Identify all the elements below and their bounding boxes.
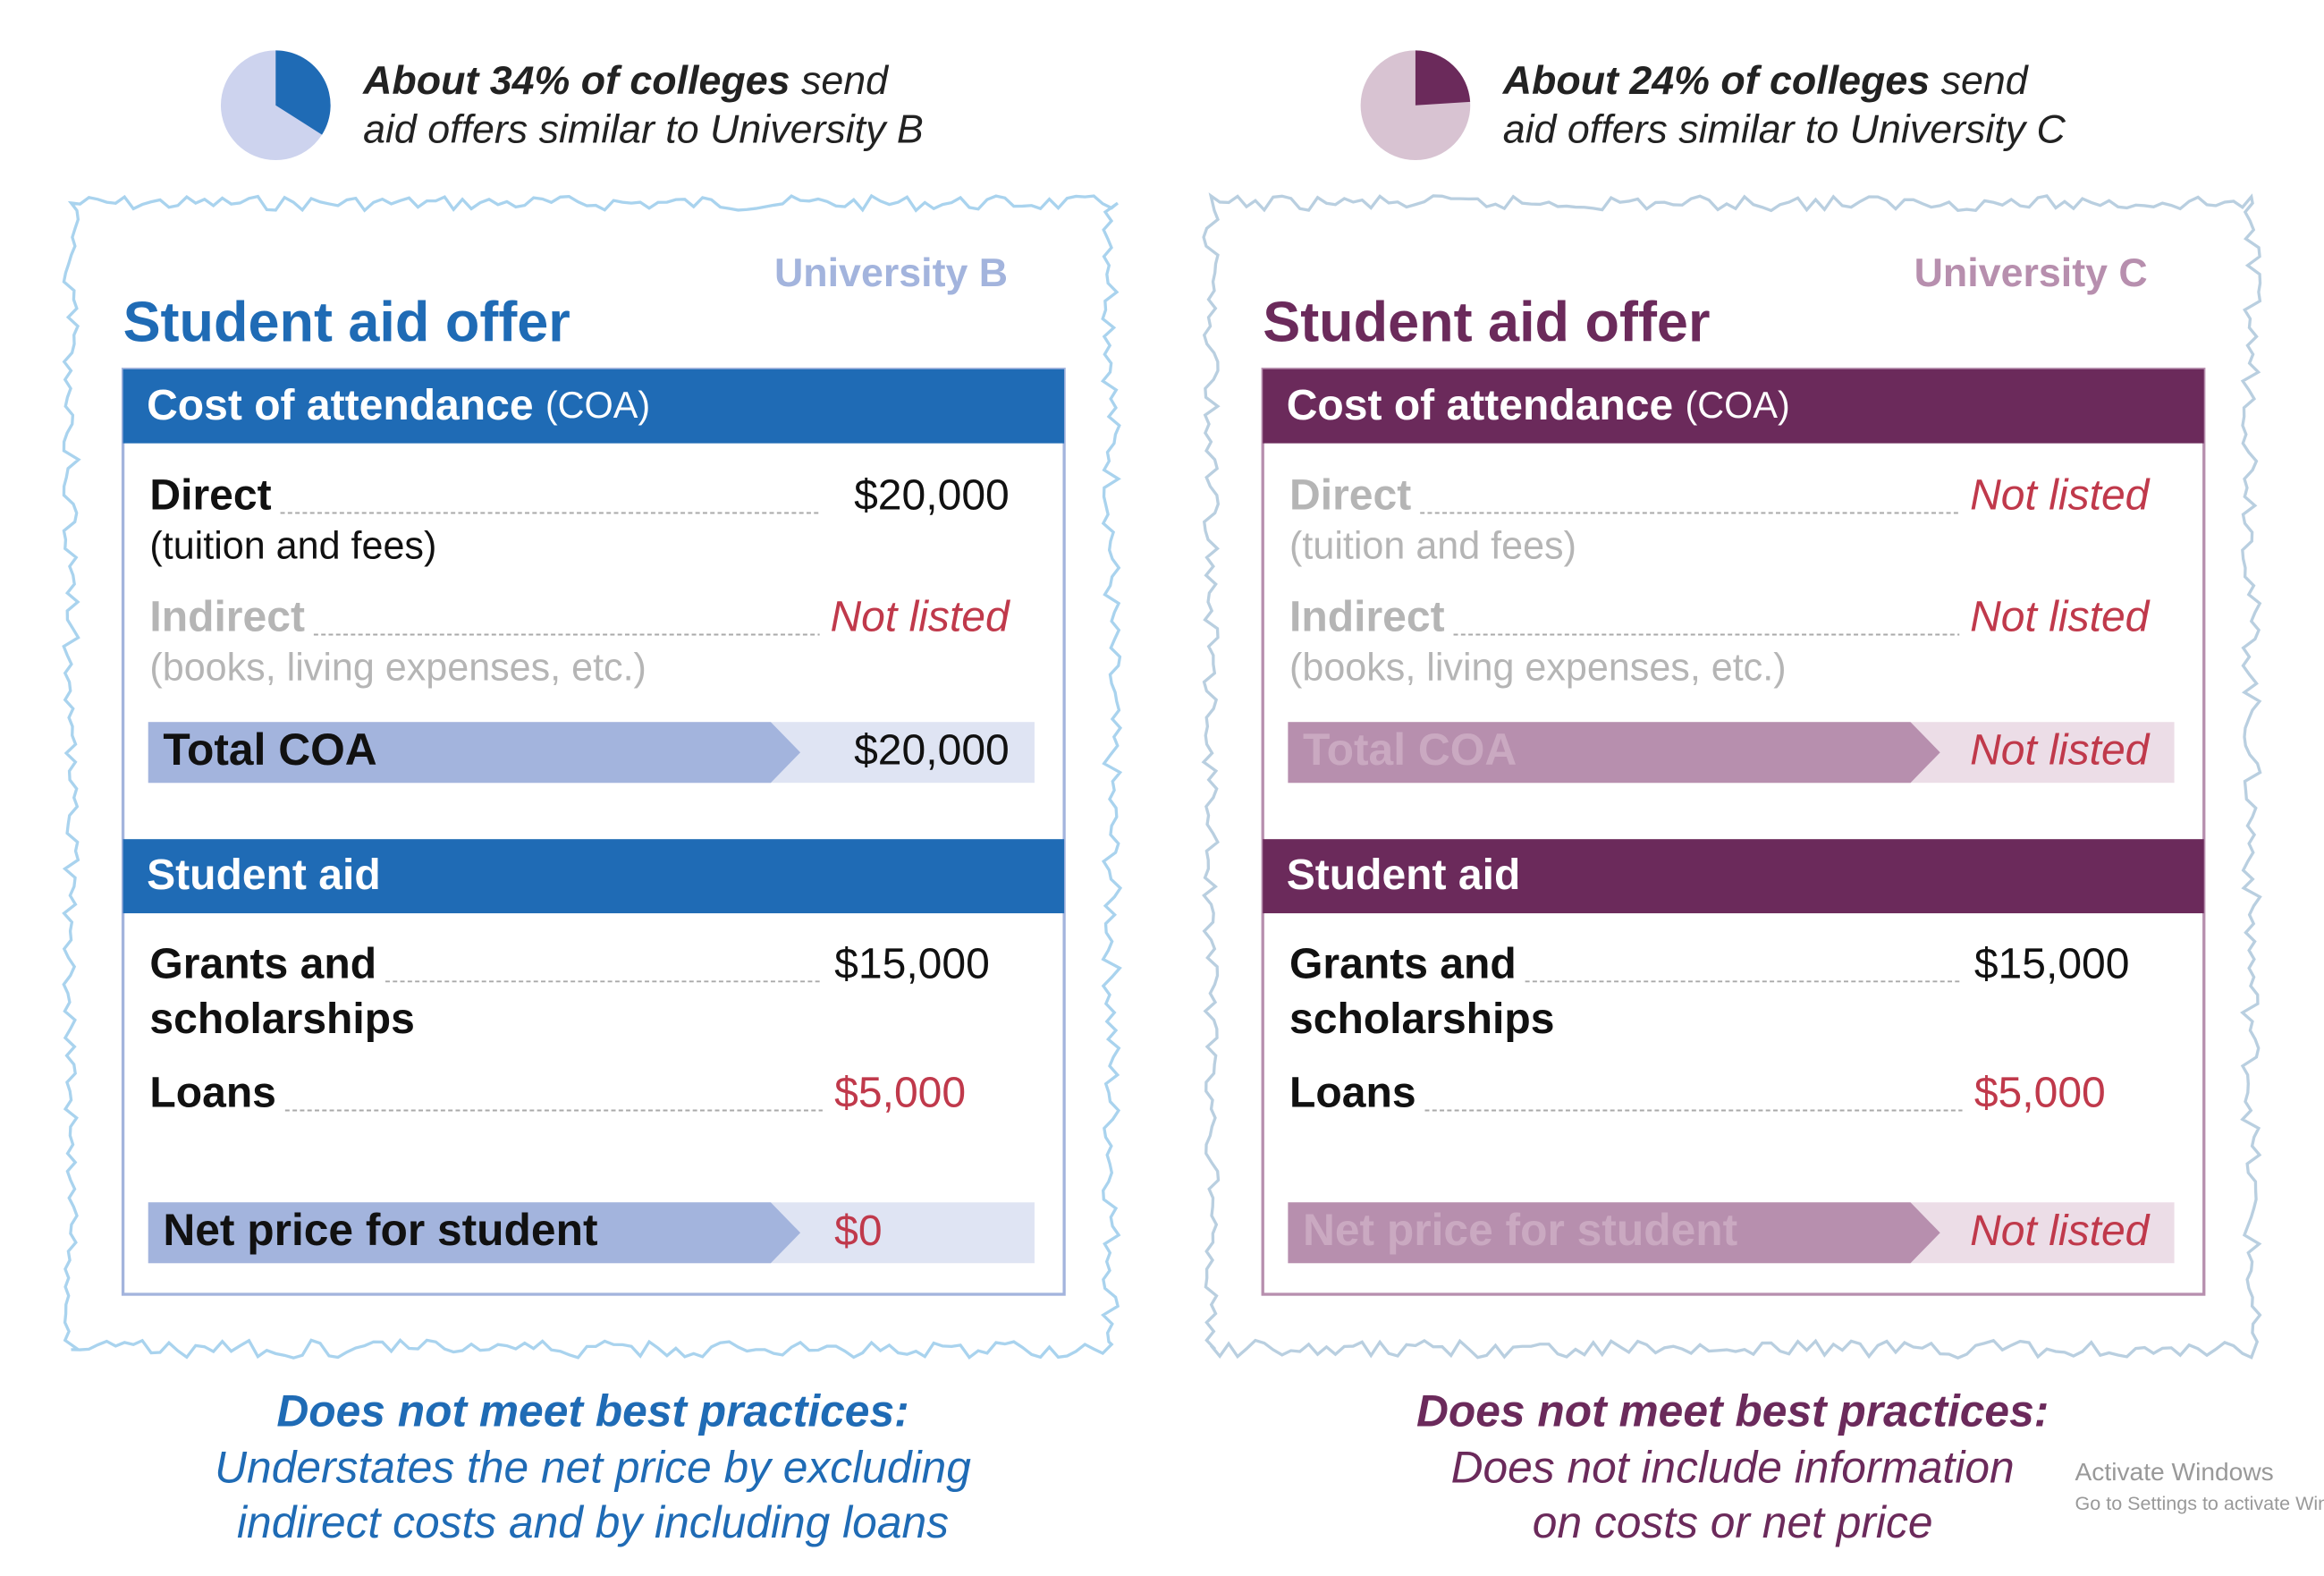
card-title: Student aid offer — [123, 291, 570, 353]
total-label: Total COA — [163, 724, 376, 775]
explanation: Does not include information — [1451, 1442, 2015, 1492]
net-price-arrow — [148, 1202, 801, 1264]
row-label: scholarships — [149, 995, 414, 1043]
row-sublabel: (books, living expenses, etc.) — [149, 647, 646, 690]
row-label: Direct — [149, 471, 271, 520]
total-arrow — [1288, 722, 1940, 784]
watermark-sub: Go to Settings to activate Windows — [2075, 1493, 2324, 1514]
row-label: Loans — [1289, 1069, 1416, 1117]
row-label: Grants and — [1289, 939, 1517, 987]
pie-wedge — [1415, 50, 1471, 106]
row-label: Grants and — [149, 939, 376, 987]
coa-header-abbr: (COA) — [1685, 384, 1789, 426]
coa-header-title: Cost of attendance — [1287, 381, 1673, 429]
aid-header: Student aid — [1287, 851, 1521, 899]
net-price-arrow — [1288, 1202, 1940, 1264]
headline-bold: About 34% of colleges — [362, 58, 790, 103]
coa-header-abbr: (COA) — [545, 384, 650, 426]
school-name: University B — [774, 250, 1008, 295]
row-label: Indirect — [1289, 593, 1445, 641]
row-value: Not listed — [1970, 593, 2151, 641]
headline-rest: send — [790, 58, 891, 103]
row-value: $5,000 — [1974, 1069, 2106, 1117]
headline-bold: About 24% of colleges — [1502, 58, 1930, 103]
explanation: indirect costs and by including loans — [237, 1497, 949, 1547]
row-value: $15,000 — [834, 939, 990, 987]
coa-header-title: Cost of attendance — [147, 381, 533, 429]
net-price-value: Not listed — [1970, 1207, 2151, 1255]
headline-line2: aid offers similar to University B — [363, 106, 924, 151]
aid-header-bar — [123, 839, 1065, 914]
total-label: Total COA — [1303, 724, 1517, 775]
watermark-title: Activate Windows — [2075, 1457, 2274, 1486]
row-value: $5,000 — [834, 1069, 966, 1117]
row-value: $15,000 — [1974, 939, 2130, 987]
card — [1261, 368, 2206, 1296]
explanation: Understates the net price by excluding — [215, 1442, 971, 1492]
total-arrow — [148, 722, 801, 784]
headline-line2: aid offers similar to University C — [1503, 106, 2066, 151]
headline: About 24% of colleges send — [1502, 58, 2030, 103]
row-value: $20,000 — [854, 471, 1010, 520]
coa-header: Cost of attendance (COA) — [147, 381, 650, 429]
row-sublabel: (books, living expenses, etc.) — [1289, 647, 1787, 690]
row-label: Indirect — [149, 593, 305, 641]
verdict: Does not meet best practices: — [276, 1385, 908, 1436]
row-value: Not listed — [1970, 471, 2151, 520]
net-price-value: $0 — [834, 1207, 882, 1255]
school-name: University C — [1914, 250, 2148, 295]
pie-wedge — [275, 50, 331, 135]
coa-header-bar — [1263, 369, 2204, 444]
row-sublabel: (tuition and fees) — [1289, 525, 1576, 568]
card — [121, 368, 1066, 1296]
verdict: Does not meet best practices: — [1416, 1385, 2049, 1436]
explanation: on costs or net price — [1533, 1497, 1933, 1547]
headline-rest: send — [1930, 58, 2030, 103]
coa-header: Cost of attendance (COA) — [1287, 381, 1790, 429]
net-price-label: Net price for student — [1303, 1205, 1737, 1255]
coa-header-bar — [123, 369, 1065, 444]
row-value: Not listed — [830, 593, 1010, 641]
aid-header: Student aid — [147, 851, 381, 899]
row-label: Direct — [1289, 471, 1411, 520]
total-value: Not listed — [1970, 726, 2151, 775]
aid-header-bar — [1263, 839, 2204, 914]
row-sublabel: (tuition and fees) — [149, 525, 436, 568]
row-label: Loans — [149, 1069, 276, 1117]
total-value: $20,000 — [854, 726, 1010, 775]
net-price-label: Net price for student — [163, 1205, 597, 1255]
row-label: scholarships — [1289, 995, 1554, 1043]
headline: About 34% of colleges send — [362, 58, 890, 103]
card-title: Student aid offer — [1263, 291, 1710, 353]
